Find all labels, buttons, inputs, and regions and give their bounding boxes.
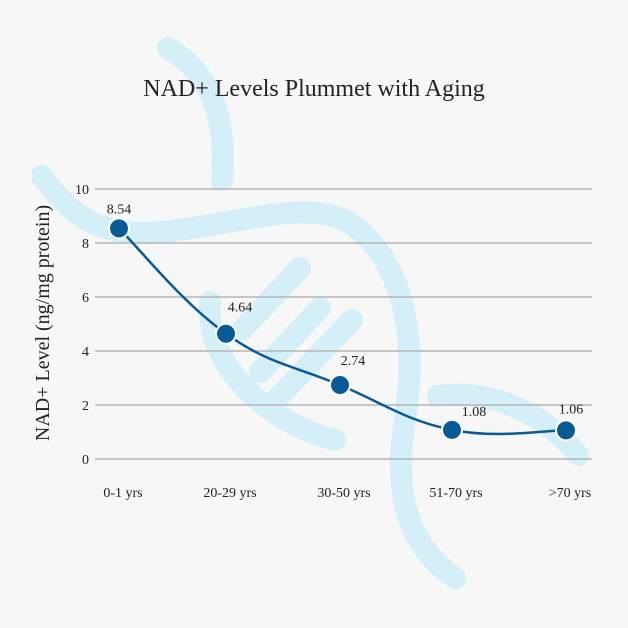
data-point bbox=[555, 419, 577, 442]
y-tick-label: 8 bbox=[82, 237, 89, 252]
y-tick-label: 0 bbox=[82, 453, 89, 468]
data-label: 2.74 bbox=[341, 354, 366, 369]
y-tick-label: 10 bbox=[75, 183, 89, 198]
data-point bbox=[441, 418, 463, 441]
data-label: 8.54 bbox=[107, 202, 132, 217]
chart-title: NAD+ Levels Plummet with Aging bbox=[143, 76, 485, 102]
data-points bbox=[108, 217, 577, 442]
data-point bbox=[215, 322, 237, 345]
x-tick-label: 51-70 yrs bbox=[429, 486, 482, 501]
data-labels: 8.54 4.64 2.74 1.08 1.06 bbox=[107, 202, 584, 419]
x-tick-label: >70 yrs bbox=[549, 486, 592, 501]
y-axis-label: NAD+ Level (ng/mg protein) bbox=[32, 205, 54, 441]
grid-lines bbox=[95, 188, 592, 460]
x-tick-label: 0-1 yrs bbox=[103, 486, 142, 501]
y-tick-label: 4 bbox=[82, 345, 89, 360]
data-label: 4.64 bbox=[228, 301, 253, 316]
x-axis-ticks: 0-1 yrs 20-29 yrs 30-50 yrs 51-70 yrs >70 yr… bbox=[103, 486, 591, 501]
data-point bbox=[329, 374, 351, 397]
data-label: 1.06 bbox=[559, 402, 584, 417]
y-axis-ticks: 0 2 4 6 8 10 bbox=[75, 183, 89, 468]
data-point bbox=[108, 217, 130, 240]
y-tick-label: 2 bbox=[82, 399, 89, 414]
x-tick-label: 30-50 yrs bbox=[317, 486, 370, 501]
data-label: 1.08 bbox=[462, 405, 487, 420]
y-tick-label: 6 bbox=[82, 291, 89, 306]
x-tick-label: 20-29 yrs bbox=[203, 486, 256, 501]
